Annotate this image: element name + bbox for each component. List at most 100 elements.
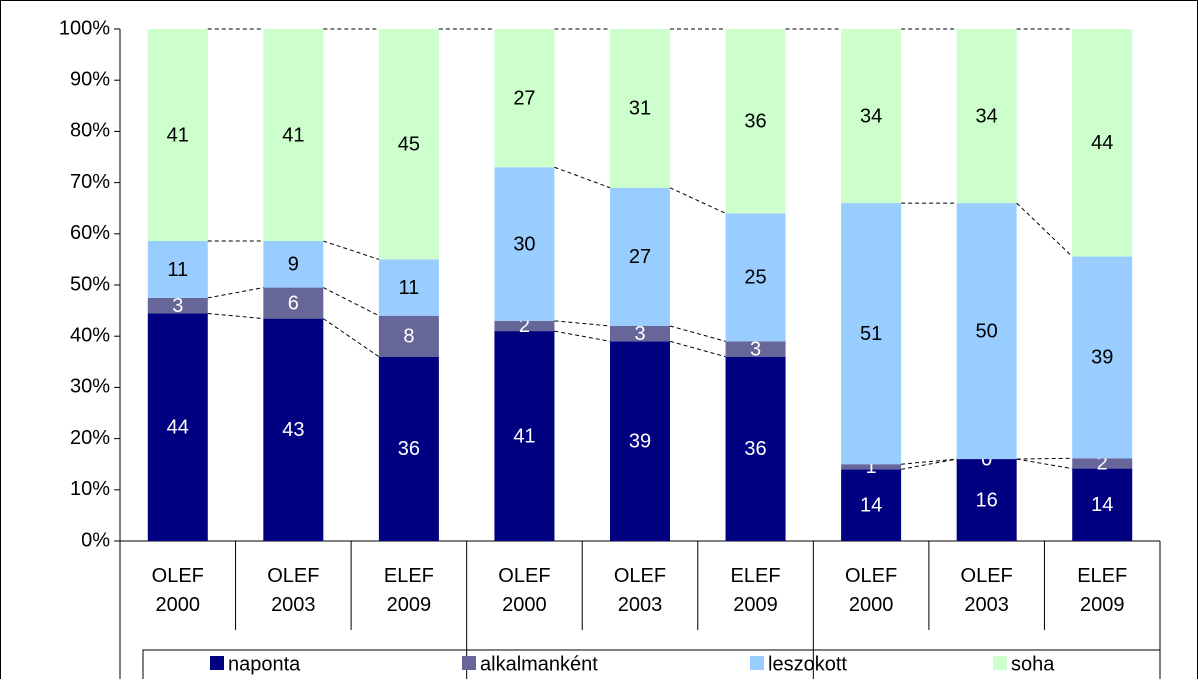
value-label: 3 xyxy=(172,295,183,317)
bar-segment xyxy=(610,325,670,342)
bar-segment xyxy=(610,29,670,188)
value-label: 31 xyxy=(629,98,651,120)
series-line xyxy=(669,325,726,342)
bar-segment xyxy=(956,459,1017,541)
value-label: 41 xyxy=(513,425,535,447)
y-tick-label: 70% xyxy=(70,171,110,193)
bar-segment xyxy=(263,29,324,242)
x-tick-label-box: OLEF 2003 xyxy=(267,565,320,616)
bar-segment xyxy=(494,167,555,321)
x-tick-label: OLEF 2003 xyxy=(960,565,1013,616)
bar-segment xyxy=(494,29,555,168)
value-label: 36 xyxy=(744,110,766,132)
legend-label: naponta xyxy=(228,653,301,675)
bar-segment xyxy=(147,297,208,314)
bar-segment xyxy=(725,356,786,541)
value-label: 44 xyxy=(1091,132,1113,154)
bar-segment xyxy=(841,469,902,541)
y-tick-label: 50% xyxy=(70,273,110,295)
series-line xyxy=(554,166,611,189)
value-label: 36 xyxy=(744,438,766,460)
bar-segment xyxy=(956,29,1017,204)
bar-segment xyxy=(147,29,208,242)
x-tick-label: ELEF 2009 xyxy=(1077,565,1128,616)
x-tick-label-box: OLEF 2000 xyxy=(498,565,550,616)
y-tick-label: 10% xyxy=(70,478,110,500)
y-tick-label: 60% xyxy=(70,222,110,244)
value-label: 1 xyxy=(866,456,877,478)
legend-swatch xyxy=(750,656,764,670)
legend-label: alkalmanként xyxy=(480,653,598,675)
bar-segment xyxy=(725,29,786,214)
value-label: 25 xyxy=(744,267,766,289)
series-line xyxy=(1016,457,1073,460)
bar-segment xyxy=(725,213,786,342)
series-line xyxy=(207,287,264,299)
value-label: 36 xyxy=(398,438,420,460)
value-label: 14 xyxy=(1091,494,1113,516)
series-line xyxy=(554,320,611,327)
x-tick-label: ELEF 2009 xyxy=(730,565,781,616)
bar-segment xyxy=(1072,458,1133,469)
bar-segment xyxy=(494,320,555,332)
series-line xyxy=(1016,458,1073,470)
value-label: 2 xyxy=(1097,453,1108,475)
x-tick-label-box: OLEF 2003 xyxy=(960,565,1013,616)
value-label: 44 xyxy=(167,417,189,439)
bar-segment xyxy=(841,203,902,465)
value-label: 30 xyxy=(513,233,535,255)
series-line xyxy=(669,340,726,358)
bar-segment xyxy=(263,318,324,541)
bar-segment xyxy=(841,464,902,470)
value-label: 34 xyxy=(860,105,882,127)
series-line xyxy=(207,312,264,320)
value-label: 34 xyxy=(976,105,998,127)
value-label: 43 xyxy=(282,419,304,441)
series-line xyxy=(323,318,380,358)
bar-segment xyxy=(147,241,208,298)
series-line xyxy=(323,287,380,317)
series-line xyxy=(554,330,611,342)
x-tick-label: OLEF 2003 xyxy=(267,565,320,616)
x-tick-label: ELEF 2009 xyxy=(383,565,434,616)
value-label: 0 xyxy=(981,448,992,470)
bar-segment xyxy=(1072,29,1133,257)
value-label: 27 xyxy=(629,246,651,268)
y-tick-label: 90% xyxy=(70,68,110,90)
value-label: 39 xyxy=(1091,347,1113,369)
bar-segment xyxy=(263,287,324,319)
value-label: 41 xyxy=(282,124,304,146)
x-tick-label-box: OLEF 2000 xyxy=(844,565,898,616)
bar-segment xyxy=(956,203,1017,460)
series-line xyxy=(901,458,957,465)
x-tick-label-box: ELEF 2009 xyxy=(730,565,781,616)
y-tick-label: 30% xyxy=(70,376,110,398)
bar-segment xyxy=(1072,468,1133,541)
value-label: 3 xyxy=(634,323,645,345)
bar-segment xyxy=(494,331,555,541)
value-label: 27 xyxy=(513,87,535,109)
x-tick-label-box: ELEF 2009 xyxy=(1077,565,1128,616)
bar-segment xyxy=(1072,256,1133,459)
bar-segment xyxy=(378,315,439,357)
y-tick-label: 80% xyxy=(70,120,110,142)
value-label: 6 xyxy=(288,292,299,314)
x-tick-label: OLEF 2000 xyxy=(151,565,204,616)
bar-segment xyxy=(378,29,439,260)
y-tick-label: 0% xyxy=(81,529,110,551)
series-line xyxy=(901,458,957,470)
legend-swatch xyxy=(210,656,224,670)
x-tick-label-box: ELEF 2009 xyxy=(383,565,434,616)
legend-swatch xyxy=(462,656,476,670)
y-tick-label: 40% xyxy=(70,324,110,346)
x-tick-label-box: OLEF 2000 xyxy=(151,565,204,616)
bar-segment xyxy=(725,341,786,357)
bar-segment xyxy=(610,341,670,541)
value-label: 51 xyxy=(860,323,882,345)
x-tick-label: OLEF 2000 xyxy=(844,565,898,616)
bar-segment xyxy=(841,29,902,204)
value-label: 2 xyxy=(519,315,530,337)
bar-segment xyxy=(610,187,670,326)
series-line xyxy=(1016,202,1073,257)
